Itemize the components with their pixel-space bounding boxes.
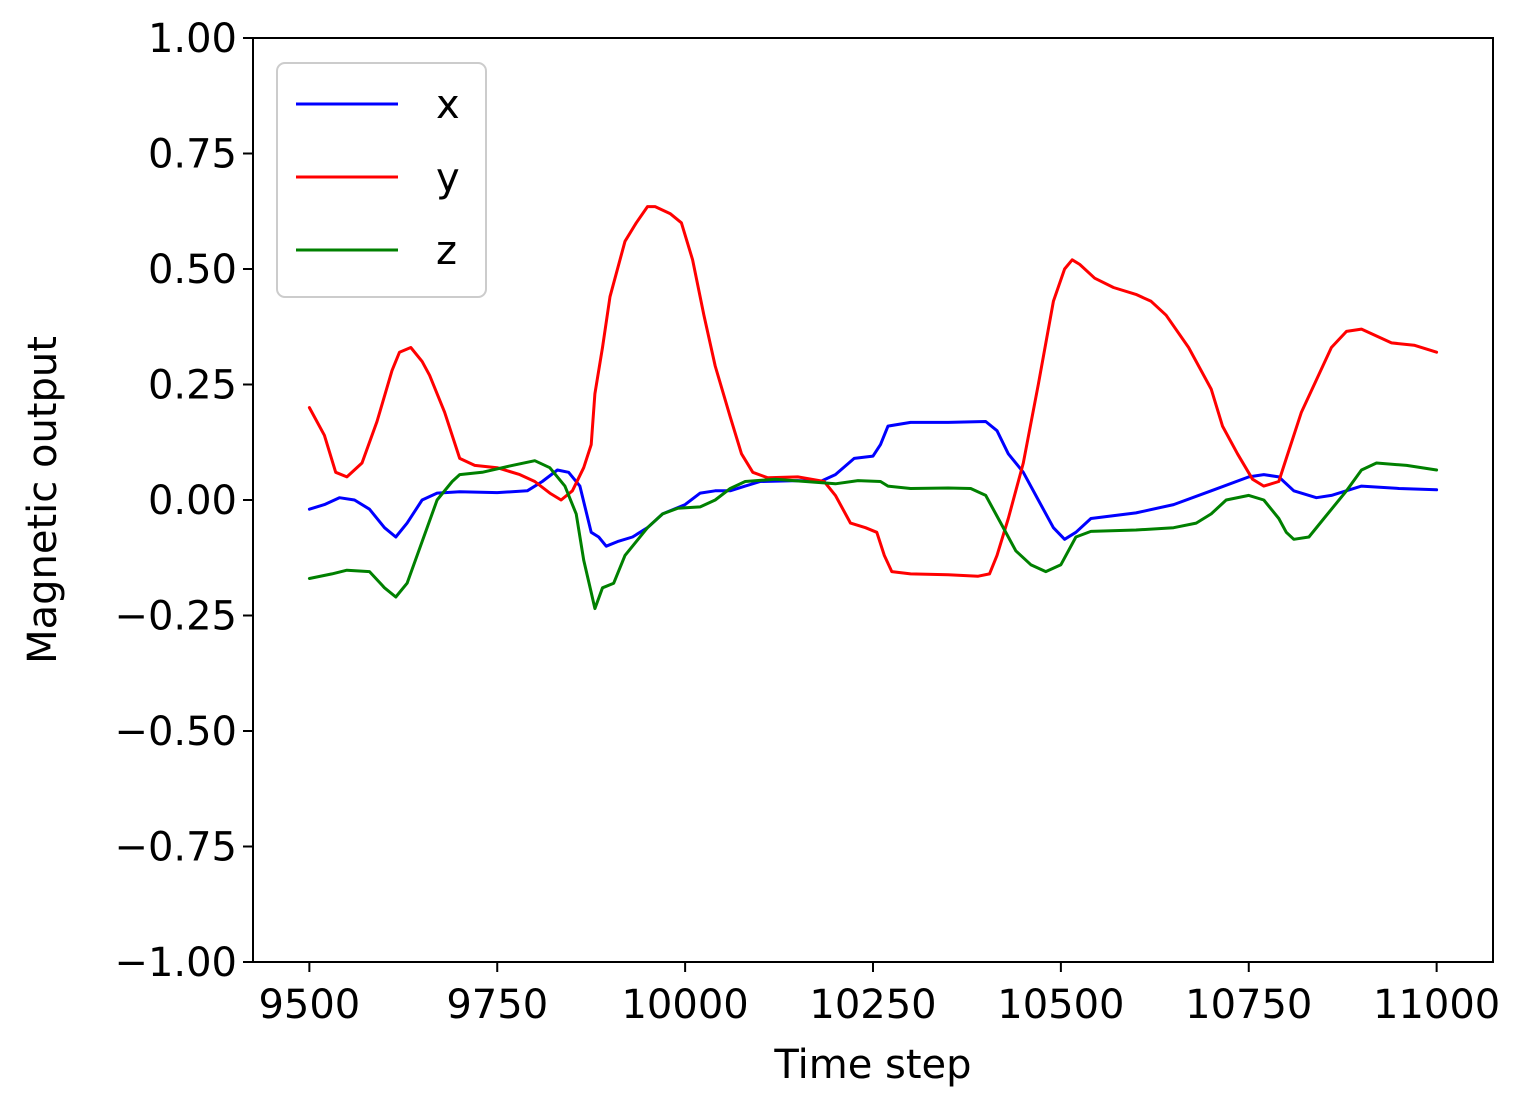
x-tick-label: 9500	[258, 982, 360, 1028]
y-tick-label: −0.25	[114, 594, 237, 640]
y-tick-label: 0.75	[148, 132, 237, 178]
legend-label-y: y	[436, 155, 460, 201]
x-tick-label: 10000	[621, 982, 748, 1028]
legend: xyz	[276, 62, 487, 298]
x-tick-label: 10250	[809, 982, 936, 1028]
x-tick-label: 9750	[446, 982, 548, 1028]
legend-label-x: x	[436, 82, 460, 128]
y-tick-label: −0.50	[114, 709, 237, 755]
y-tick-label: 0.00	[148, 478, 237, 524]
y-tick-label: 1.00	[148, 16, 237, 62]
x-tick-label: 10750	[1185, 982, 1312, 1028]
x-tick-label: 11000	[1373, 982, 1500, 1028]
y-axis-title: Magnetic output	[20, 336, 66, 664]
y-tick-label: −0.75	[114, 825, 237, 871]
y-tick-label: 0.25	[148, 363, 237, 409]
series-line-y	[307, 205, 1439, 578]
series-layer	[307, 205, 1439, 611]
y-tick-label: −1.00	[114, 940, 237, 986]
x-axis-title: Time step	[773, 1042, 971, 1088]
series-line-x	[307, 420, 1439, 548]
legend-label-z: z	[436, 228, 457, 274]
y-axis: −1.00 −0.75 −0.50 −0.25 0.00 0.25 0.50 0.75 1.00	[114, 16, 253, 986]
x-tick-label: 10500	[997, 982, 1124, 1028]
x-axis: 9500 9750 10000 10250 10500 10750 11000	[258, 962, 1500, 1028]
legend-box	[276, 62, 487, 298]
series-line-z	[307, 459, 1439, 611]
y-tick-label: 0.50	[148, 247, 237, 293]
